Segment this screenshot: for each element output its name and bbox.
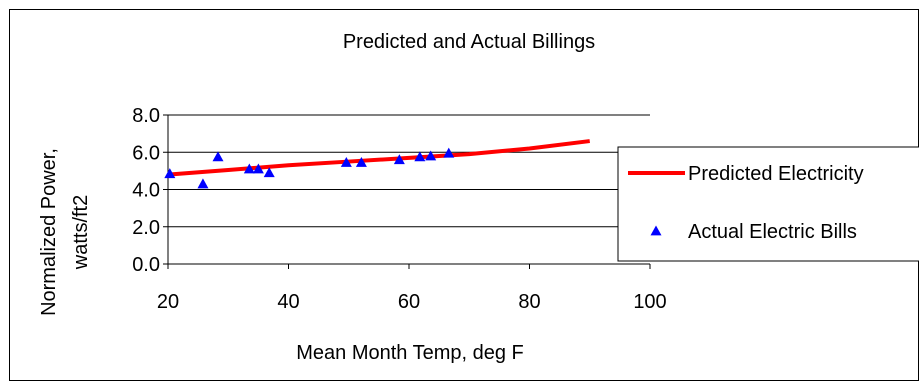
y-tick-label: 0.0 [132, 254, 160, 276]
y-tick-labels: 0.0 2.0 4.0 6.0 8.0 [132, 105, 160, 276]
actual-bill-point [443, 147, 455, 158]
legend-label-actual: Actual Electric Bills [688, 221, 857, 243]
predicted-series [167, 139, 590, 177]
x-tick-label: 100 [633, 291, 666, 313]
actual-bill-point [263, 167, 275, 178]
x-tick-label: 80 [518, 291, 540, 313]
x-axis-label: Mean Month Temp, deg F [296, 342, 524, 364]
chart-title: Predicted and Actual Billings [343, 31, 595, 53]
actual-bill-point [164, 168, 176, 179]
y-tick-label: 4.0 [132, 180, 160, 202]
y-axis-label-line2: watts/ft2 [70, 195, 92, 270]
actual-bill-point [393, 154, 405, 165]
legend-box [617, 146, 919, 262]
actual-bill-point [425, 150, 437, 161]
y-tick-label: 2.0 [132, 217, 160, 239]
x-tick-labels: 20 40 60 80 100 [157, 291, 667, 313]
legend-triangle-swatch [650, 225, 662, 236]
x-tick-label: 20 [157, 291, 179, 313]
y-axis-label: Normalized Power, watts/ft2 [38, 148, 92, 316]
x-tick-label: 60 [398, 291, 420, 313]
x-tick-label: 40 [277, 291, 299, 313]
y-tick-label: 6.0 [132, 142, 160, 164]
y-axis-label-line1: Normalized Power, [38, 148, 60, 316]
actual-bill-point [212, 151, 224, 162]
actual-bill-point [197, 178, 209, 189]
axes [167, 115, 651, 269]
actual-series [164, 147, 455, 189]
gridlines [163, 114, 650, 265]
actual-bill-point [243, 163, 255, 174]
actual-bill-point [252, 163, 264, 174]
actual-bill-point [355, 156, 367, 167]
actual-bill-point [414, 151, 426, 162]
actual-bill-point [340, 156, 352, 167]
legend-label-predicted: Predicted Electricity [688, 163, 864, 185]
predicted-electricity-line [167, 139, 590, 177]
legend: Predicted Electricity Actual Electric Bi… [617, 146, 919, 262]
y-tick-label: 8.0 [132, 105, 160, 127]
